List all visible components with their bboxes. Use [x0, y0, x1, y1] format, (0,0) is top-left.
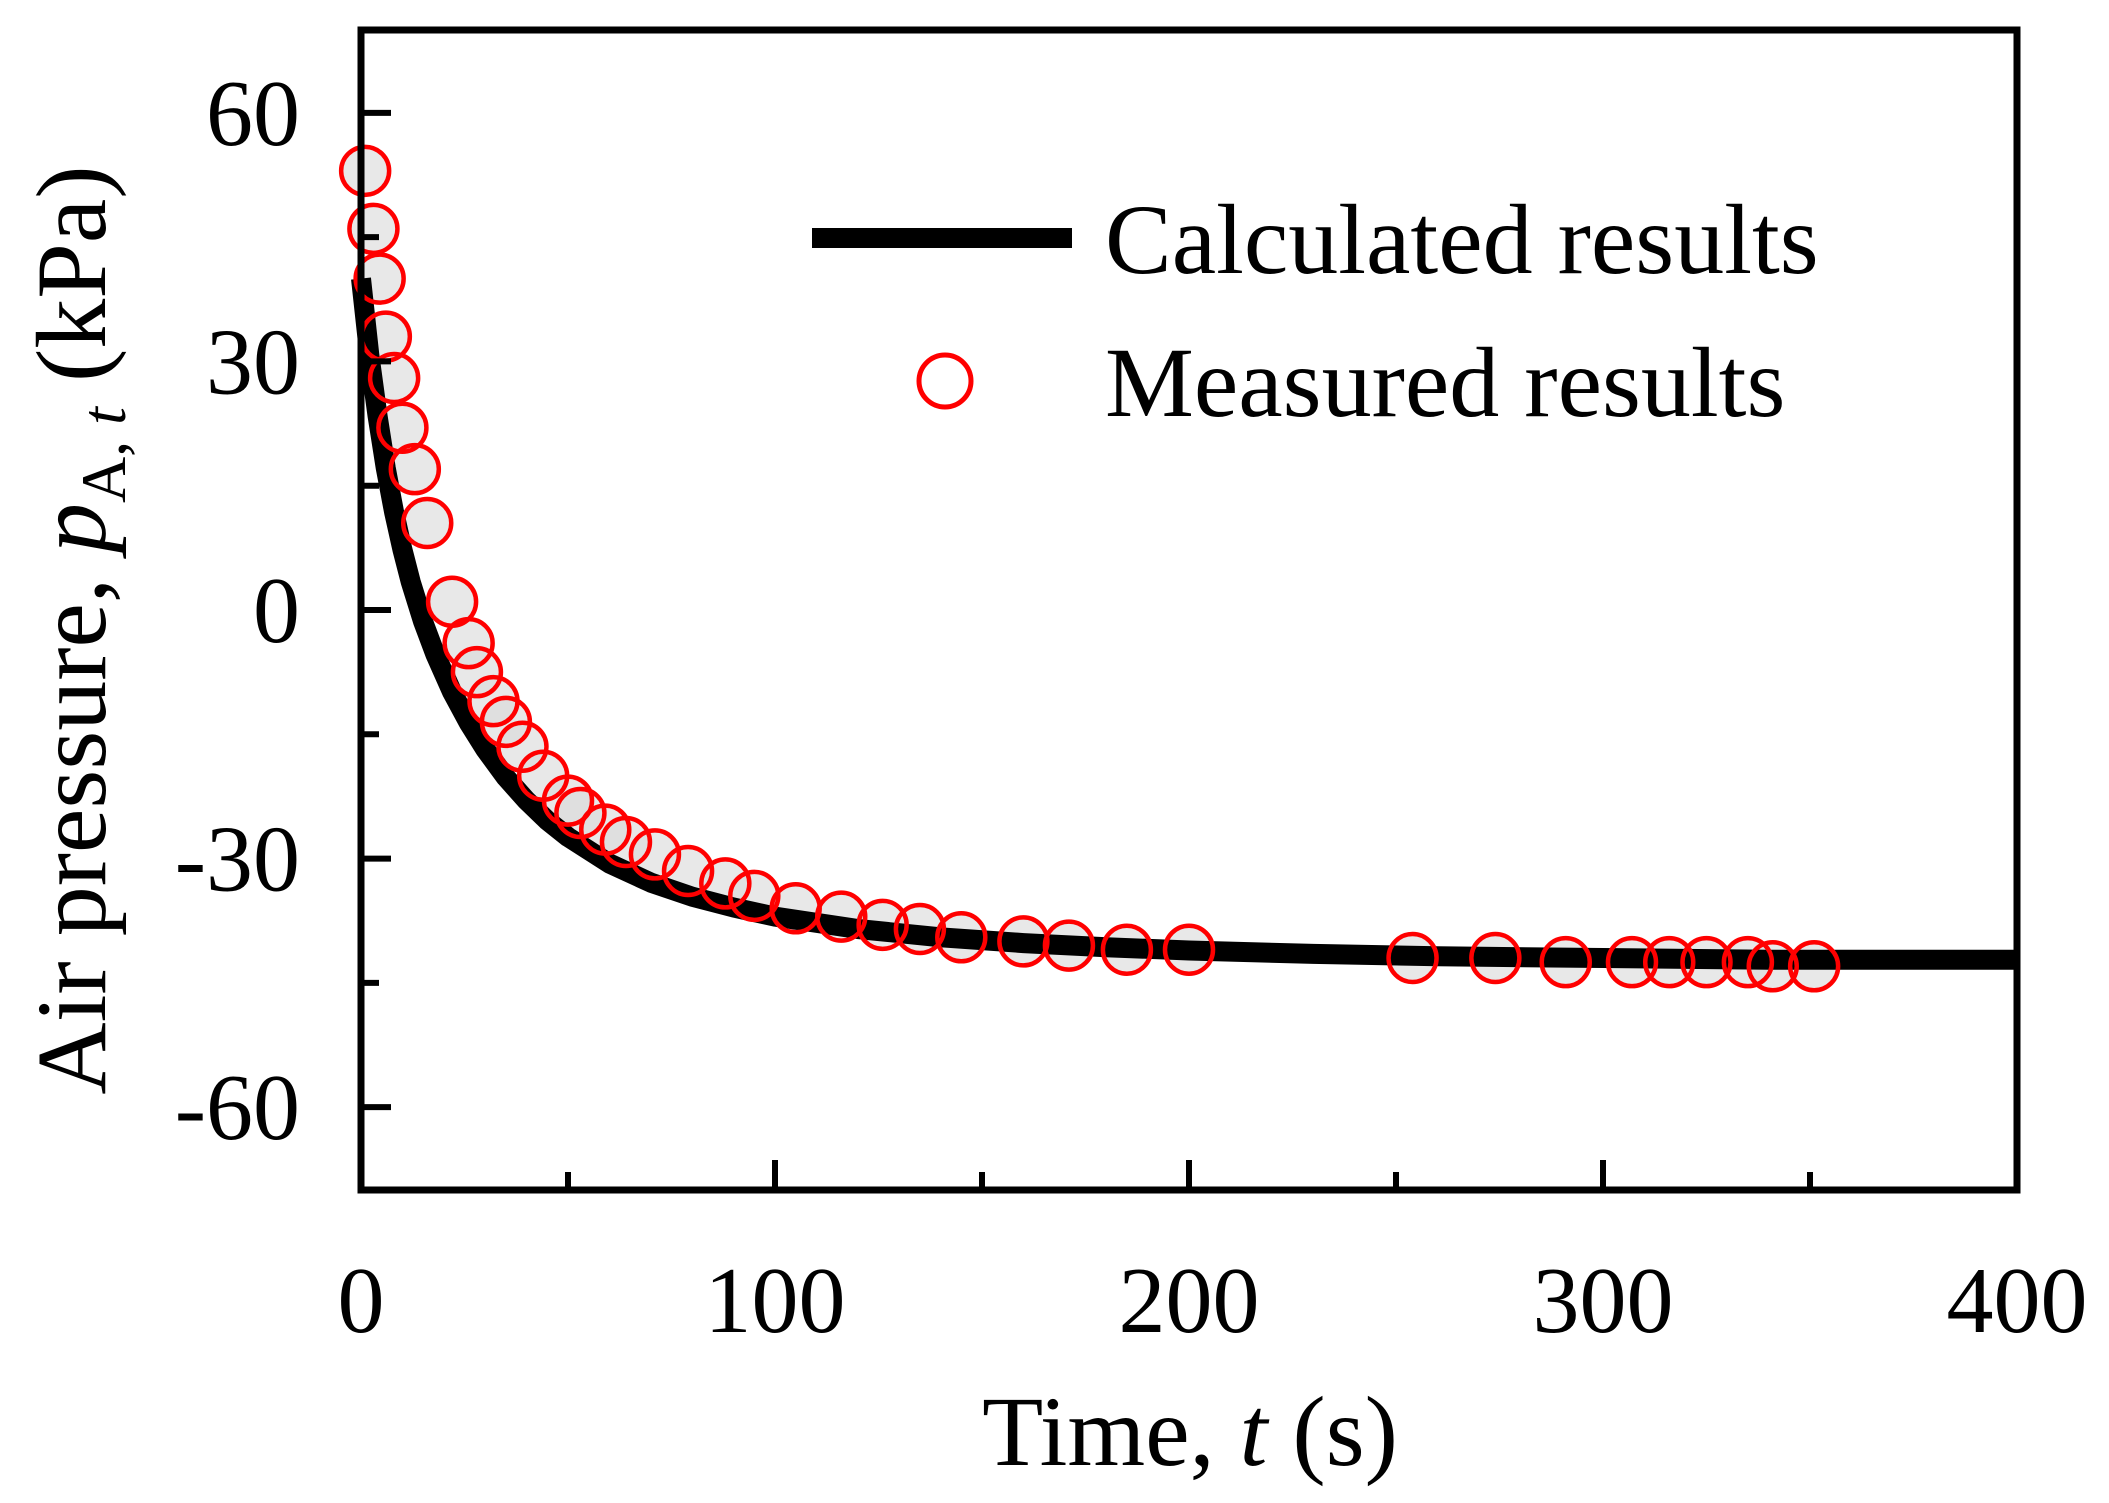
measured-point [338, 144, 392, 198]
x-tick-label: 400 [1947, 1249, 2088, 1353]
measured-point [1642, 935, 1696, 989]
legend: Calculated results Measured results [812, 184, 1819, 438]
measured-point [1721, 935, 1775, 989]
y-tick-label: 30 [206, 310, 300, 414]
measured-point [628, 828, 682, 881]
measured-point [347, 202, 400, 256]
x-tick-label: 100 [705, 1249, 846, 1353]
measured-point [1100, 923, 1154, 976]
measured-point [699, 857, 752, 910]
measured-point [935, 911, 988, 964]
y-tick-labels: 60 30 0 -30 -60 [175, 62, 300, 1160]
measured-point [814, 890, 868, 943]
measured-point [1042, 919, 1096, 972]
measured-point [353, 252, 406, 305]
legend-label-measured: Measured results [1105, 327, 1785, 438]
measured-point-fill [403, 499, 452, 547]
measured-point [367, 351, 421, 405]
measured-point [856, 898, 909, 952]
y-tick-label: 0 [253, 559, 300, 663]
measured-point [376, 401, 429, 454]
y-tick-label: -30 [175, 808, 300, 912]
legend-label-calculated: Calculated results [1105, 184, 1819, 295]
measured-point [541, 774, 595, 827]
measured-point [496, 720, 549, 773]
measured-point [1539, 935, 1592, 989]
measured-point [728, 869, 781, 923]
x-tick-label: 300 [1533, 1249, 1674, 1353]
x-tick-labels: 0 100 200 300 400 [338, 1249, 2088, 1353]
y-tick-label: -60 [175, 1056, 300, 1160]
measured-point [450, 645, 504, 699]
measured-point [893, 902, 947, 956]
measured-point [661, 844, 715, 898]
measured-point [599, 815, 653, 869]
measured-point [400, 496, 454, 550]
measured-point [1746, 940, 1799, 993]
x-axis-title: Time, t (s) [982, 1376, 1398, 1487]
measured-point [1605, 935, 1659, 989]
x-tick-label: 200 [1119, 1249, 1260, 1353]
y-tick-label: 60 [206, 62, 300, 166]
measured-point [1787, 940, 1841, 993]
measured-point [1162, 923, 1216, 976]
measured-point [442, 616, 495, 670]
measured-point-fill [341, 146, 390, 195]
y-axis-title: Air pressure, pA, t (kPa) [16, 165, 139, 1094]
measured-point [388, 442, 442, 496]
legend-circle-swatch [916, 352, 974, 410]
measured-point [1469, 931, 1522, 985]
axis-ticks [358, 109, 2020, 1190]
measured-point-fill [390, 445, 439, 494]
x-tick-label: 0 [338, 1249, 385, 1353]
measured-point-fill [428, 577, 477, 626]
calculated-results-line [351, 277, 2017, 970]
measured-point [1386, 931, 1439, 985]
measured-point [1680, 935, 1733, 989]
